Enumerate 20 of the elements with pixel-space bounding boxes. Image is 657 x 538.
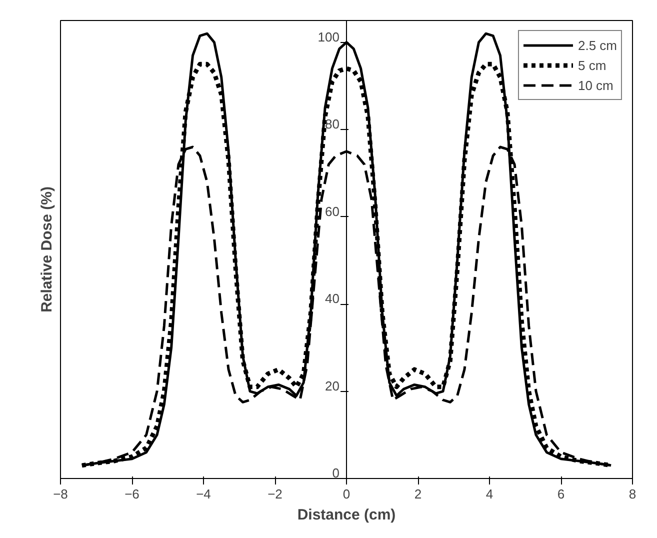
y-tick-label: 40 [325, 291, 340, 306]
x-tick-label: 8 [628, 486, 636, 502]
x-tick-label: −4 [196, 486, 211, 502]
x-tick-label: 6 [557, 486, 565, 502]
legend-label: 5 cm [578, 58, 606, 72]
y-axis-title: Relative Dose (%) [38, 186, 56, 312]
y-tick-label: 20 [325, 378, 340, 394]
x-tick-label: −6 [124, 486, 140, 502]
x-tick-label: −8 [53, 486, 68, 502]
y-tick-label: 100 [318, 29, 340, 44]
y-tick-label: 80 [325, 116, 340, 132]
y-tick-label: 60 [325, 204, 340, 219]
x-tick-label: 2 [414, 486, 422, 502]
x-tick-label: 0 [342, 486, 350, 502]
x-axis-title: Distance (cm) [297, 506, 396, 524]
legend-label: 2.5 cm [578, 38, 617, 52]
x-tick-label: −2 [268, 486, 282, 502]
x-tick-label: 4 [486, 486, 494, 502]
legend-label: 10 cm [578, 78, 614, 92]
y-tick-label: 0 [332, 466, 340, 480]
